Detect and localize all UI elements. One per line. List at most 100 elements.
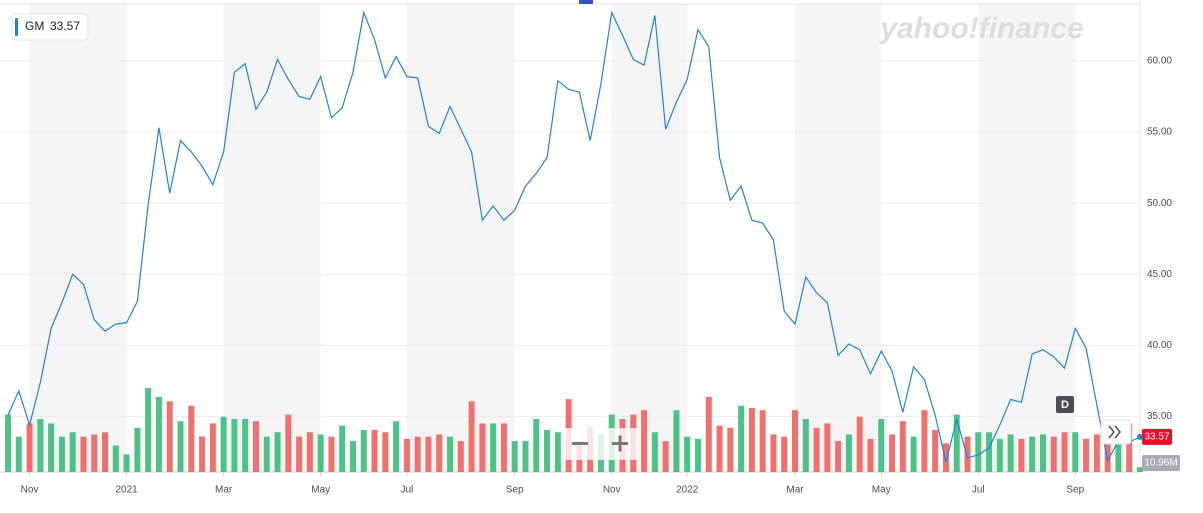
band [29,4,127,472]
volume-bar [1083,438,1090,472]
volume-bar [37,419,44,472]
band [611,4,688,472]
scroll-icon [1108,425,1122,439]
volume-bar [80,436,87,472]
volume-badge-bg [1142,455,1180,471]
volume-bar [533,419,540,472]
volume-bar [889,434,896,472]
volume-bar [792,410,799,472]
zoom-in[interactable] [618,435,622,452]
volume-bar [511,441,518,472]
scroll-button-bg[interactable] [1100,419,1132,445]
volume-bar [705,396,712,472]
x-tick-label: May [872,485,891,496]
volume-bar [845,434,852,472]
volume-bar [209,423,216,472]
volume-bar [1061,432,1068,472]
volume-bar [835,441,842,472]
volume-bar [188,405,195,472]
volume-bar [242,419,249,472]
x-tick-label: 2022 [676,485,699,496]
volume-bar [986,432,993,472]
volume-bar [953,414,960,472]
price-badge: 33.57 [1144,432,1169,443]
volume-bar [382,432,389,472]
price-badge-bg [1142,428,1172,445]
zoom-control [562,428,638,460]
volume-bar [996,438,1003,472]
y-tick-label: 55.00 [1147,127,1172,138]
band [978,4,1076,472]
volume-bar [166,401,173,472]
volume-bar [1029,436,1036,472]
y-tick-label: 50.00 [1147,198,1172,209]
volume-bar [360,430,367,472]
legend-box [11,13,89,41]
volume-bar [155,396,162,472]
volume-bar [738,405,745,472]
volume-bar [447,436,454,472]
volume-bar [781,436,788,472]
zoom-out[interactable] [572,442,588,445]
volume-bar [123,454,130,472]
volume-bar [274,432,281,472]
background-bands [29,4,1076,472]
x-tick-label: Nov [21,485,39,496]
last-price-dot [1137,433,1143,440]
legend-name: GM [25,19,44,33]
y-tick-label: 60.00 [1147,56,1172,67]
x-tick-label: Mar [786,485,804,496]
volume-bar [1126,423,1133,472]
band [223,4,321,472]
volume-bar [328,436,335,472]
volume-bar [26,423,33,472]
volume-bar [824,423,831,472]
volume-bar [684,436,691,472]
volume-bar [759,410,766,472]
volume-bar [1039,434,1046,472]
volume-bar [393,421,400,472]
volume-bar [716,425,723,472]
volume-bar [662,441,669,472]
volume-bar [641,410,648,472]
volume-bar [371,430,378,472]
volume-bar [1104,425,1111,472]
volume-bar [15,436,22,472]
volume-bar [899,421,906,472]
volume-bar [252,421,259,472]
volume-bar [69,432,76,472]
volume-bar [102,432,109,472]
volume-bar [727,427,734,472]
x-tick-label: Sep [1066,485,1084,496]
volume-bar [112,445,119,472]
legend-swatch [15,18,18,36]
volume-bar [1050,436,1057,472]
x-tick-label: Jul [400,485,413,496]
volume-bar [339,425,346,472]
period-button-bg[interactable] [1056,396,1074,413]
volume-bar [554,432,561,472]
volume-bar [317,434,324,472]
x-tick-label: Jul [972,485,985,496]
volume-bar [468,401,475,472]
x-tick-label: Mar [215,485,233,496]
volume-bar [1007,434,1014,472]
volume-bar [285,414,292,472]
volume-bar [942,443,949,472]
volume-bar [349,441,356,472]
volume-bar [91,434,98,472]
volume-bar [414,436,421,472]
volume-bar [975,432,982,472]
period-button[interactable]: D [1061,399,1069,411]
volume-bar [231,419,238,472]
volume-bar [1115,427,1122,472]
volume-bar [748,407,755,472]
volume-bar [651,432,658,472]
legend: GM 33.57 [11,13,89,41]
x-tick-label: May [311,485,330,496]
legend-value: 33.57 [50,19,80,33]
band [795,4,882,472]
volume-bar [673,410,680,472]
band [406,4,515,472]
